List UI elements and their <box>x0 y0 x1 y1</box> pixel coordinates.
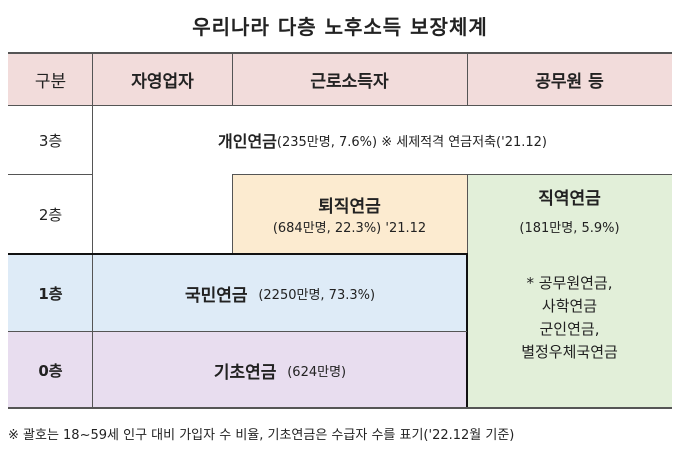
header-civil-servants: 공무원 등 <box>467 52 672 106</box>
national-pension-name: 국민연금 <box>184 285 248 306</box>
occupational-pension-cell: 직역연금 (181만명, 5.9%) * 공무원연금, 사학연금 군인연금, 별… <box>467 174 672 408</box>
basic-pension-cell: 기초연금 (624만명) <box>93 332 467 408</box>
tier-2-label: 2층 <box>38 205 63 224</box>
note-line: 군인연금, <box>539 320 600 338</box>
header-category: 구분 <box>8 52 93 106</box>
retirement-pension-name: 퇴직연금 <box>318 197 381 217</box>
footnote: ※ 괄호는 18~59세 인구 대비 가입자 수 비율, 기초연금은 수급자 수… <box>8 427 515 443</box>
note-line: 별정우체국연금 <box>521 343 618 361</box>
header-wage-earners: 근로소득자 <box>232 52 467 106</box>
occupational-pension-name: 직역연금 <box>538 189 601 209</box>
note-line: * 공무원연금, <box>526 274 613 292</box>
basic-pension-name: 기초연금 <box>213 362 277 383</box>
occupational-pension-list: * 공무원연금, 사학연금 군인연금, 별정우체국연금 <box>521 272 618 364</box>
private-pension-name: 개인연금 <box>218 132 277 151</box>
note-line: 사학연금 <box>541 297 598 315</box>
tier-1-label: 1층 <box>8 254 93 332</box>
tier-3-label: 3층 <box>38 131 63 150</box>
private-pension-detail: (235만명, 7.6%) ※ 세제적격 연금저축('21.12) <box>276 134 547 150</box>
figure-title: 우리나라 다층 노후소득 보장체계 <box>192 14 488 39</box>
national-pension-cell: 국민연금 (2250만명, 73.3%) <box>93 254 467 332</box>
basic-pension-detail: (624만명) <box>287 364 347 380</box>
tier-0-label: 0층 <box>8 332 93 408</box>
retirement-pension-cell: 퇴직연금 (684만명, 22.3%) '21.12 <box>232 174 467 254</box>
occupational-pension-detail: (181만명, 5.9%) <box>519 221 620 236</box>
retirement-pension-detail: (684만명, 22.3%) '21.12 <box>272 221 427 236</box>
private-pension-cell: 개인연금 (235만명, 7.6%) ※ 세제적격 연금저축('21.12) <box>93 106 672 174</box>
national-pension-detail: (2250만명, 73.3%) <box>258 287 376 303</box>
header-self-employed: 자영업자 <box>93 52 232 106</box>
